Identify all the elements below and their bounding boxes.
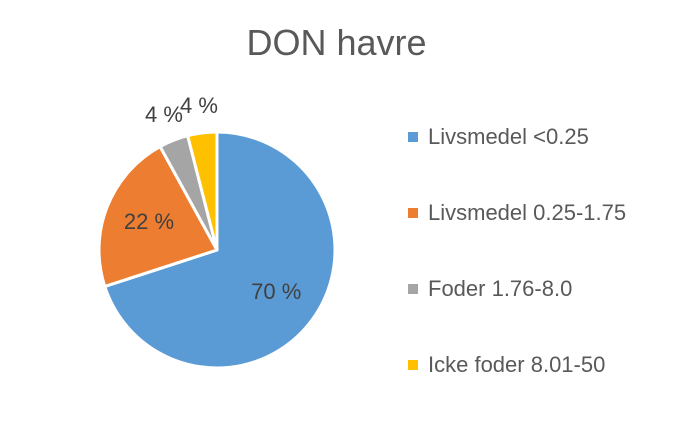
legend-label-2: Livsmedel 0.25-1.75 xyxy=(428,200,627,225)
legend-item-2: Livsmedel 0.25-1.75 xyxy=(408,194,626,232)
legend-label-4: Icke foder 8.01-50 xyxy=(428,352,606,377)
legend-label-3: Foder 1.76-8.0 xyxy=(428,276,573,301)
data-label-1: 70 % xyxy=(251,279,301,304)
legend-swatch-2 xyxy=(408,208,418,218)
legend-label-1: Livsmedel <0.25 xyxy=(428,124,589,149)
data-label-2: 22 % xyxy=(124,209,174,234)
legend-item-1: Livsmedel <0.25 xyxy=(408,118,626,156)
legend-item-4: Icke foder 8.01-50 xyxy=(408,346,626,384)
legend-swatch-3 xyxy=(408,284,418,294)
pie-slice-2 xyxy=(97,145,219,288)
data-label-4: 4 % xyxy=(180,93,218,118)
data-label-3: 4 % xyxy=(145,102,183,127)
chart-title: DON havre xyxy=(246,22,427,63)
pie-slice-1 xyxy=(103,130,337,370)
legend: Livsmedel <0.25 Livsmedel 0.25-1.75 Fode… xyxy=(408,118,626,422)
pie-slice-4 xyxy=(186,130,219,252)
legend-item-3: Foder 1.76-8.0 xyxy=(408,270,626,308)
legend-swatch-1 xyxy=(408,132,418,142)
legend-swatch-4 xyxy=(408,360,418,370)
